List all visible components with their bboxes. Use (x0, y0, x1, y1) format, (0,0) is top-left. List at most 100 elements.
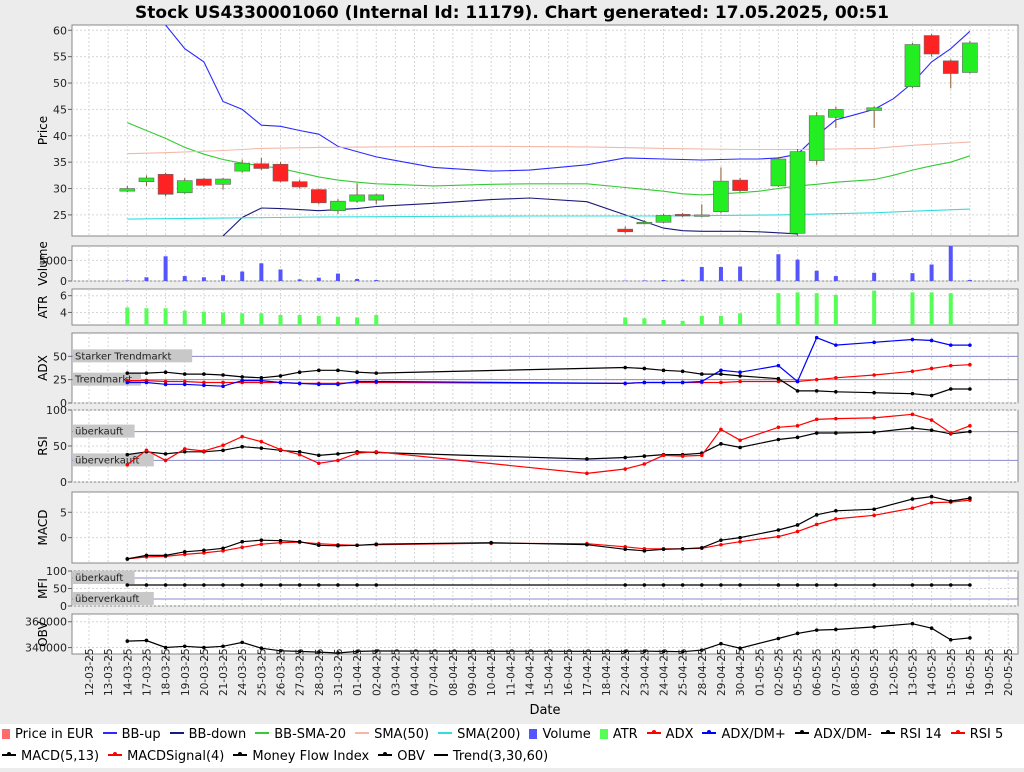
atr-bar (336, 317, 340, 325)
date-tick-label: 02-05-25 (773, 648, 785, 696)
mfi-point (930, 583, 934, 587)
adx-dm-minus-point (260, 376, 264, 380)
date-tick-label: 06-05-25 (812, 648, 824, 696)
adx-dm-minus-point (145, 371, 149, 375)
legend-swatch (529, 729, 537, 739)
rsi5-point (240, 435, 244, 439)
adx-dm-minus-point (202, 372, 206, 376)
legend-item: OBV (378, 746, 425, 768)
adx-dm-minus-point (336, 369, 340, 373)
legend-item: MACD(5,13) (2, 746, 99, 768)
adx-reference-label: Starker Trendmarkt (75, 351, 172, 362)
rsi14-point (164, 452, 168, 456)
adx-dm-plus-point (700, 380, 704, 384)
candle-body (618, 229, 633, 232)
mfi-point (202, 583, 206, 587)
obv-point (968, 636, 972, 640)
legend-dot-marker (956, 730, 960, 734)
macd-point (260, 538, 264, 542)
volume-tick-label: 0 (60, 275, 67, 288)
macd-point (815, 513, 819, 517)
legend-item: ATR (600, 724, 638, 746)
rsi5-point (719, 428, 723, 432)
mfi-point (662, 583, 666, 587)
candle-body (809, 116, 824, 161)
date-tick-label: 31-03-25 (333, 648, 345, 696)
candle-body (924, 36, 939, 54)
mfi-point (796, 583, 800, 587)
adx-dm-plus-point (662, 381, 666, 385)
adx-dm-plus-point (796, 380, 800, 384)
legend-item: RSI 5 (951, 724, 1004, 746)
macd-point (777, 528, 781, 532)
volume-bar (259, 263, 263, 281)
date-tick-label: 01-05-25 (754, 648, 766, 696)
adx-dm-minus-point (777, 377, 781, 381)
macd-point (796, 523, 800, 527)
candle-body (311, 190, 326, 203)
atr-bar (738, 313, 742, 325)
legend-item: BB-up (103, 724, 161, 746)
x-axis-label: Date (529, 703, 560, 718)
rsi5-point (968, 424, 972, 428)
mfi-point (681, 583, 685, 587)
legend-line-marker (647, 732, 661, 734)
date-tick-label: 19-03-25 (180, 648, 192, 696)
macd-signal-point (240, 545, 244, 549)
adx-tick-label: 50 (53, 350, 67, 363)
volume-bar (374, 280, 378, 281)
legend-line-marker (434, 754, 448, 756)
volume-bar (125, 280, 129, 281)
legend-item: ADX/DM+ (702, 724, 785, 746)
adx-dm-plus-point (719, 369, 723, 373)
legend-item: SMA(50) (355, 724, 429, 746)
adx-dm-plus-point (202, 383, 206, 387)
date-tick-label: 04-04-25 (410, 648, 422, 696)
legend-item: Trend(3,30,60) (434, 746, 548, 768)
volume-bar (279, 269, 283, 281)
volume-bar (144, 277, 148, 281)
rsi5-point (221, 443, 225, 447)
mfi-point (145, 583, 149, 587)
price-tick-label: 50 (53, 77, 67, 90)
mfi-tick-label: 50 (53, 583, 67, 596)
legend-label: ATR (613, 727, 638, 742)
adx-dm-plus-point (623, 382, 627, 386)
legend-line-marker (795, 732, 809, 734)
rsi14-point (336, 452, 340, 456)
legend-dot-marker (800, 730, 804, 734)
rsi5-point (777, 425, 781, 429)
legend-item: ADX (647, 724, 694, 746)
macd-point (834, 509, 838, 513)
adx-dm-plus-point (777, 364, 781, 368)
adx-dm-plus-point (681, 381, 685, 385)
atr-bar (719, 316, 723, 325)
date-tick-label: 20-03-25 (199, 648, 211, 696)
adx-dm-minus-point (700, 372, 704, 376)
candle-body (713, 181, 728, 212)
atr-bar (183, 311, 187, 325)
rsi5-point (183, 447, 187, 451)
volume-bar (930, 265, 934, 281)
rsi14-point (643, 454, 647, 458)
date-tick-label: 25-04-25 (678, 648, 690, 696)
macd-tick-label: 0 (60, 532, 67, 545)
adx-dm-minus-point (815, 389, 819, 393)
date-tick-label: 07-04-25 (429, 648, 441, 696)
legend-item: Money Flow Index (233, 746, 369, 768)
rsi5-point (317, 461, 321, 465)
rsi5-point (202, 449, 206, 453)
macd-signal-point (930, 501, 934, 505)
candle-body (771, 159, 786, 186)
mfi-point (298, 583, 302, 587)
date-tick-label: 26-03-25 (276, 648, 288, 696)
volume-bar (317, 278, 321, 281)
date-tick-label: 14-03-25 (122, 648, 134, 696)
mfi-point (738, 583, 742, 587)
date-tick-label: 12-03-25 (84, 648, 96, 696)
mfi-point (834, 583, 838, 587)
adx-dm-plus-point (355, 380, 359, 384)
